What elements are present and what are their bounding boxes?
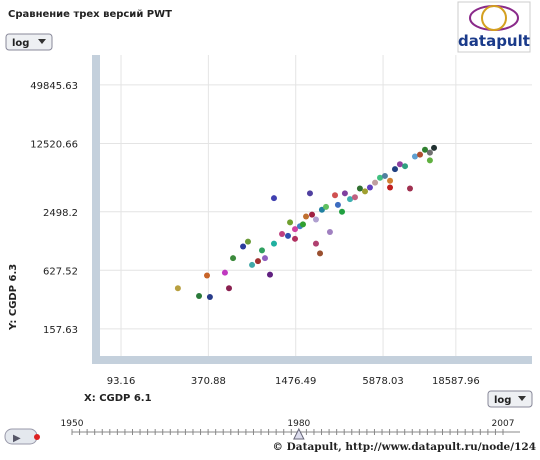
point bbox=[221, 269, 228, 276]
point bbox=[387, 177, 394, 184]
y-tick-label: 157.63 bbox=[43, 325, 78, 336]
point bbox=[387, 184, 394, 191]
point bbox=[411, 153, 418, 160]
points bbox=[174, 144, 438, 301]
x-tick-label: 370.88 bbox=[191, 376, 226, 387]
point bbox=[285, 232, 292, 239]
point bbox=[332, 192, 339, 199]
point bbox=[266, 271, 273, 278]
logo-globe bbox=[481, 5, 507, 31]
point bbox=[244, 238, 251, 245]
point bbox=[417, 151, 424, 158]
timeline-label: 1980 bbox=[287, 419, 310, 429]
point bbox=[323, 203, 330, 210]
point bbox=[422, 146, 429, 153]
point bbox=[402, 163, 409, 170]
timeline: 1950 1980 2007 bbox=[61, 419, 520, 440]
point bbox=[258, 247, 265, 254]
point bbox=[299, 221, 306, 228]
point bbox=[312, 240, 319, 247]
point bbox=[312, 216, 319, 223]
point bbox=[279, 230, 286, 237]
point bbox=[292, 235, 299, 242]
point bbox=[341, 190, 348, 197]
copyright: © Datapult, http://www.datapult.ru/node/… bbox=[273, 441, 536, 453]
x-scale-select[interactable]: log bbox=[487, 390, 533, 408]
point bbox=[174, 285, 181, 292]
select-box[interactable] bbox=[5, 33, 53, 51]
x-axis-label: X: CGDP 6.1 bbox=[84, 393, 152, 404]
logo: datapult bbox=[457, 1, 531, 53]
point bbox=[351, 194, 358, 201]
point bbox=[356, 185, 363, 192]
play-button[interactable]: ▶ bbox=[4, 428, 40, 445]
point bbox=[270, 240, 277, 247]
select-label[interactable]: log bbox=[12, 38, 29, 49]
point bbox=[362, 188, 369, 195]
point bbox=[372, 179, 379, 186]
grid bbox=[100, 55, 532, 356]
point bbox=[196, 293, 203, 300]
point bbox=[431, 144, 438, 151]
y-tick-label: 12520.66 bbox=[30, 139, 78, 150]
select-label[interactable]: log bbox=[494, 395, 511, 406]
point bbox=[270, 195, 277, 202]
y-axis-label: Y: CGDP 6.3 bbox=[8, 264, 19, 331]
y-tick-label: 2498.2 bbox=[43, 208, 78, 219]
point bbox=[249, 261, 256, 268]
point bbox=[226, 285, 233, 292]
x-tick-label: 5878.03 bbox=[362, 376, 403, 387]
logo-text: datapult bbox=[458, 32, 530, 50]
point bbox=[230, 255, 237, 262]
point bbox=[334, 201, 341, 208]
point bbox=[396, 161, 403, 168]
point bbox=[206, 294, 213, 301]
x-axis-bar bbox=[92, 356, 532, 364]
play-box[interactable] bbox=[4, 428, 38, 445]
point bbox=[366, 184, 373, 191]
select-arrow bbox=[38, 39, 46, 44]
point bbox=[204, 272, 211, 279]
x-tick-label: 93.16 bbox=[107, 376, 136, 387]
point bbox=[326, 229, 333, 236]
point bbox=[240, 243, 247, 250]
point bbox=[381, 172, 388, 179]
point bbox=[426, 157, 433, 164]
point bbox=[254, 258, 261, 265]
point bbox=[347, 196, 354, 203]
x-tick-label: 18587.96 bbox=[432, 376, 480, 387]
y-axis-bar bbox=[92, 55, 100, 364]
y-tick-label: 49845.63 bbox=[30, 81, 78, 92]
timeline-label: 2007 bbox=[492, 419, 515, 429]
point bbox=[426, 149, 433, 156]
play-icon[interactable]: ▶ bbox=[13, 433, 21, 444]
y-scale-select[interactable]: log bbox=[5, 33, 53, 51]
timeline-label: 1950 bbox=[61, 419, 84, 429]
point bbox=[261, 255, 268, 262]
point bbox=[292, 226, 299, 233]
point bbox=[287, 219, 294, 226]
point bbox=[306, 190, 313, 197]
record-dot bbox=[34, 434, 40, 440]
timeline-thumb[interactable] bbox=[293, 427, 305, 440]
point bbox=[391, 166, 398, 173]
page-title: Сравнение трех версий PWT bbox=[8, 9, 172, 20]
logo-box bbox=[457, 1, 531, 53]
y-tick-label: 627.52 bbox=[43, 266, 78, 277]
point bbox=[339, 208, 346, 215]
point bbox=[377, 174, 384, 181]
point bbox=[317, 250, 324, 257]
point bbox=[303, 213, 310, 220]
plot-area bbox=[100, 55, 532, 356]
select-box[interactable] bbox=[487, 390, 533, 408]
x-tick-label: 1476.49 bbox=[275, 376, 316, 387]
select-arrow bbox=[518, 396, 526, 401]
point bbox=[309, 211, 316, 218]
point bbox=[406, 185, 413, 192]
